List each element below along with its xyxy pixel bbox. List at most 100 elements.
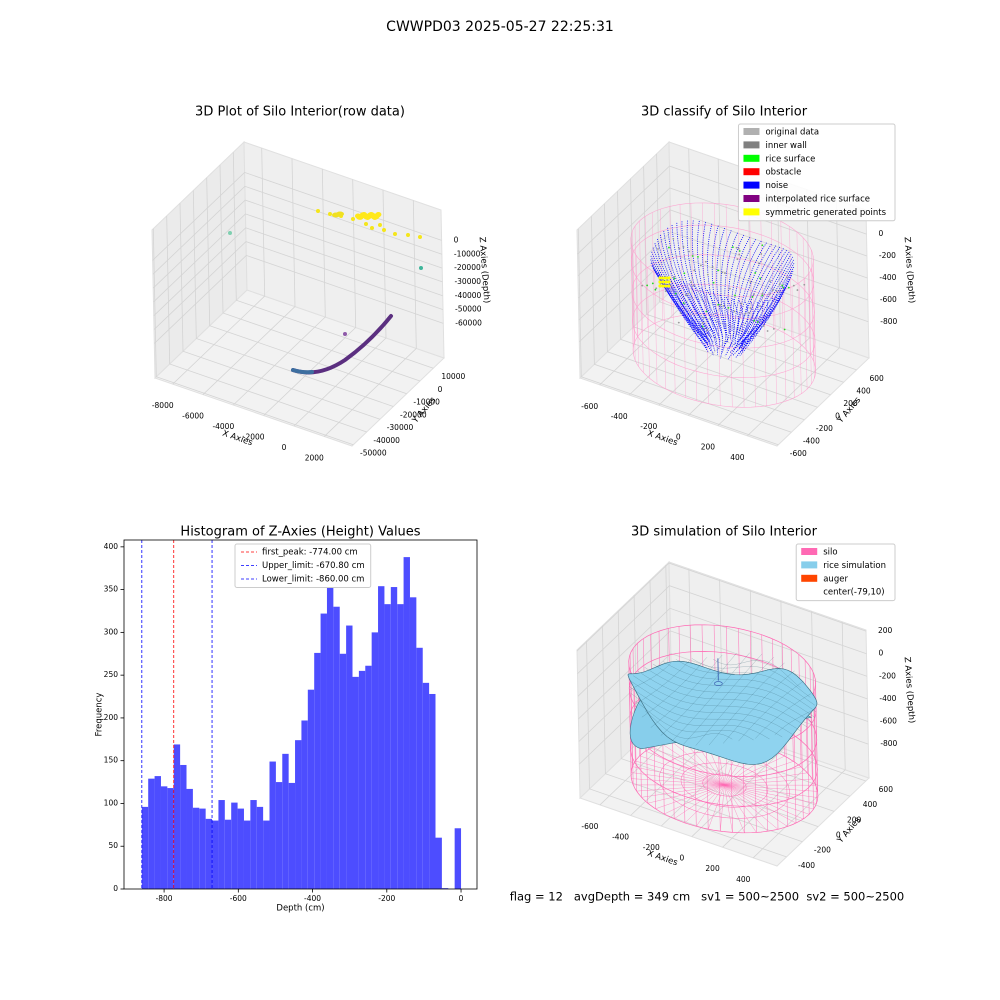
point-decor <box>761 294 764 297</box>
grid-line <box>617 191 818 408</box>
point-decor <box>751 295 754 298</box>
point-decor <box>661 284 665 288</box>
point-decor <box>690 281 693 284</box>
point-decor <box>658 276 662 280</box>
point-decor <box>677 321 680 324</box>
z-tick-label: -200 <box>879 251 896 260</box>
point-decor <box>657 247 659 250</box>
silo-wire <box>663 277 666 389</box>
legend-label: inner wall <box>765 141 806 151</box>
point-decor <box>674 292 677 295</box>
bar <box>275 782 283 889</box>
silo-wire <box>652 746 725 786</box>
y-tick-label: 250 <box>104 670 119 679</box>
point-decor <box>783 328 786 331</box>
point-decor <box>679 312 682 314</box>
noise-decor <box>724 232 738 343</box>
silo-wire <box>807 243 811 355</box>
mesh-decor <box>663 661 817 713</box>
silo-wire <box>661 743 725 786</box>
point-decor <box>717 269 720 272</box>
grid-line <box>152 228 354 446</box>
legend-label: rice simulation <box>823 561 886 571</box>
point-decor <box>762 325 765 327</box>
z-tick-label: -800 <box>880 317 897 326</box>
grid-line <box>166 215 367 433</box>
grid-line <box>179 203 381 420</box>
point-decor <box>697 255 699 258</box>
legend: first_peak: -774.00 cm Upper_limit: -670.… <box>234 543 372 588</box>
point-decor <box>682 302 685 305</box>
bar <box>256 806 264 889</box>
point-decor <box>378 223 382 227</box>
bar <box>371 632 379 889</box>
point-decor <box>722 304 725 307</box>
bar <box>409 597 417 889</box>
y-tick-label: -200 <box>814 846 831 855</box>
grid-line <box>586 640 787 858</box>
noise-decor <box>740 259 794 346</box>
z-axis-label: Z Axies (Depth) <box>477 236 492 303</box>
noise-decor <box>719 294 730 348</box>
point-decor <box>406 233 410 237</box>
point-decor <box>771 289 774 292</box>
bar <box>250 800 257 889</box>
mesh-decor <box>708 662 785 746</box>
silo-wire <box>811 267 815 379</box>
y-tick-label: 400 <box>863 800 878 809</box>
noise-decor <box>672 278 713 347</box>
point-decor <box>682 246 685 248</box>
bar <box>378 586 385 889</box>
silo-wire <box>680 762 769 808</box>
x-axis-label: Depth (cm) <box>276 904 324 914</box>
bar <box>441 888 449 889</box>
point-decor <box>661 276 665 280</box>
bar <box>141 806 149 889</box>
silo-wire <box>632 766 725 786</box>
bar <box>160 786 168 889</box>
noise-decor <box>671 224 713 337</box>
silo-wire <box>724 784 768 832</box>
point-decor <box>654 288 657 291</box>
legend-frame <box>795 543 896 602</box>
point-decor <box>706 273 709 276</box>
silo-wire <box>670 740 725 786</box>
bar <box>403 557 410 889</box>
y-tick-label: 10000 <box>441 372 465 381</box>
y-tick-label: 0 <box>438 385 443 394</box>
noise-decor <box>652 247 708 335</box>
grid-line <box>172 148 266 385</box>
y-tick-label: 200 <box>843 399 858 408</box>
silo-wire <box>808 273 812 385</box>
z-tick-label: -400 <box>879 694 896 703</box>
grid-line <box>153 241 444 330</box>
grid-line <box>617 610 819 827</box>
point-decor <box>668 246 670 249</box>
noise-decor <box>713 292 727 353</box>
legend-label: Upper_limit: -670.80 cm <box>262 561 365 571</box>
y-tick-label: 200 <box>104 713 119 722</box>
silo-wire <box>659 751 790 819</box>
point-decor <box>785 276 788 279</box>
silo-wire <box>655 784 725 810</box>
grid-line <box>656 153 857 371</box>
silo-wire <box>645 750 725 786</box>
x-tick-label: 200 <box>705 864 720 873</box>
point-decor <box>736 258 739 261</box>
mesh-decor <box>755 693 811 739</box>
silo-wire <box>724 784 779 830</box>
grid-line <box>577 228 779 446</box>
noise-decor <box>651 265 708 339</box>
point-decor <box>733 310 736 313</box>
bar <box>218 800 225 889</box>
x-tick-label: -2000 <box>243 433 265 442</box>
silo-wire <box>630 772 725 786</box>
legend-swatch <box>743 128 760 135</box>
point-decor <box>759 277 762 280</box>
z-tick-label: -600 <box>880 295 897 304</box>
point-decor <box>775 290 778 293</box>
grid-line <box>324 200 417 437</box>
grid-line <box>152 199 443 289</box>
bar <box>269 761 276 889</box>
grid-line <box>293 189 387 427</box>
